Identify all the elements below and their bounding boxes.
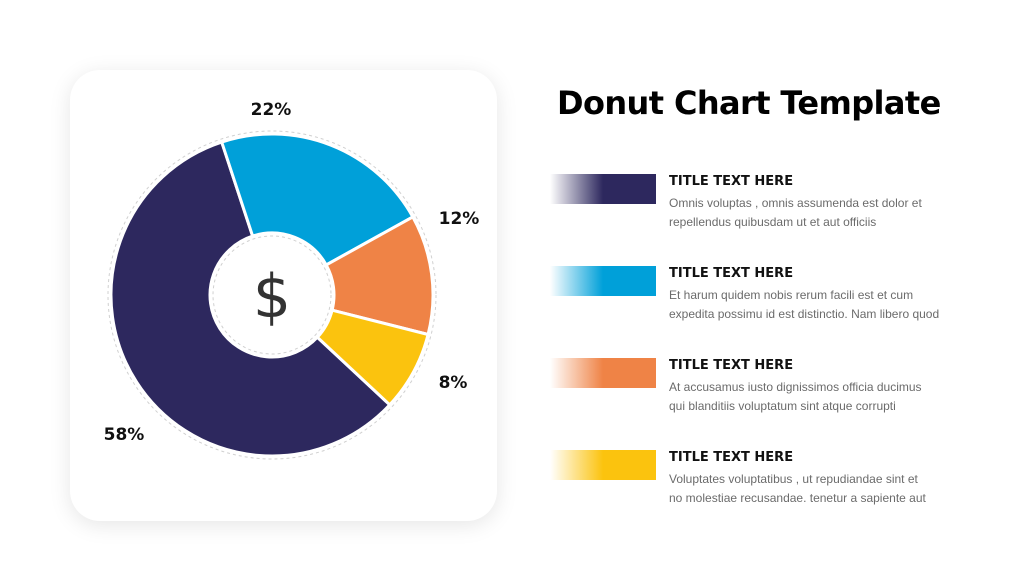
legend-item-description: Voluptates voluptatibus , ut repudiandae… (669, 470, 969, 508)
legend-item-description: Omnis voluptas , omnis assumenda est dol… (669, 194, 969, 232)
legend-item-4: TITLE TEXT HERE Voluptates voluptatibus … (550, 450, 970, 520)
description-line: Et harum quidem nobis rerum facili est e… (669, 288, 914, 302)
slide-title: Donut Chart Template (557, 84, 941, 122)
description-line: no molestiae recusandae. tenetur a sapie… (669, 491, 926, 505)
slice-label-8: 8% (439, 373, 468, 393)
legend-item-title: TITLE TEXT HERE (669, 174, 794, 189)
legend-swatch (550, 450, 656, 480)
legend-item-3: TITLE TEXT HERE At accusamus iusto digni… (550, 358, 970, 428)
slice-label-12: 12% (439, 209, 480, 229)
legend-item-title: TITLE TEXT HERE (669, 450, 794, 465)
slice-label-22: 22% (251, 100, 292, 120)
description-line: expedita possimu id est distinctio. Nam … (669, 307, 940, 321)
slice-label-58: 58% (104, 425, 145, 445)
description-line: At accusamus iusto dignissimos officia d… (669, 380, 922, 394)
legend-item-description: At accusamus iusto dignissimos officia d… (669, 378, 969, 416)
legend-swatch (550, 174, 656, 204)
inner-hole (210, 233, 334, 357)
description-line: Omnis voluptas , omnis assumenda est dol… (669, 196, 922, 210)
legend-item-2: TITLE TEXT HERE Et harum quidem nobis re… (550, 266, 970, 336)
legend-item-1: TITLE TEXT HERE Omnis voluptas , omnis a… (550, 174, 970, 244)
dollar-icon: $ (253, 262, 291, 332)
legend-swatch (550, 358, 656, 388)
description-line: Voluptates voluptatibus , ut repudiandae… (669, 472, 918, 486)
legend-item-title: TITLE TEXT HERE (669, 266, 794, 281)
description-line: repellendus quibusdam ut et aut officiis (669, 215, 877, 229)
legend-item-description: Et harum quidem nobis rerum facili est e… (669, 286, 969, 324)
inner-dashed-ring (212, 235, 332, 355)
legend-swatch (550, 266, 656, 296)
outer-dashed-ring (107, 130, 437, 460)
description-line: qui blanditiis voluptatum sint atque cor… (669, 399, 896, 413)
legend-item-title: TITLE TEXT HERE (669, 358, 794, 373)
